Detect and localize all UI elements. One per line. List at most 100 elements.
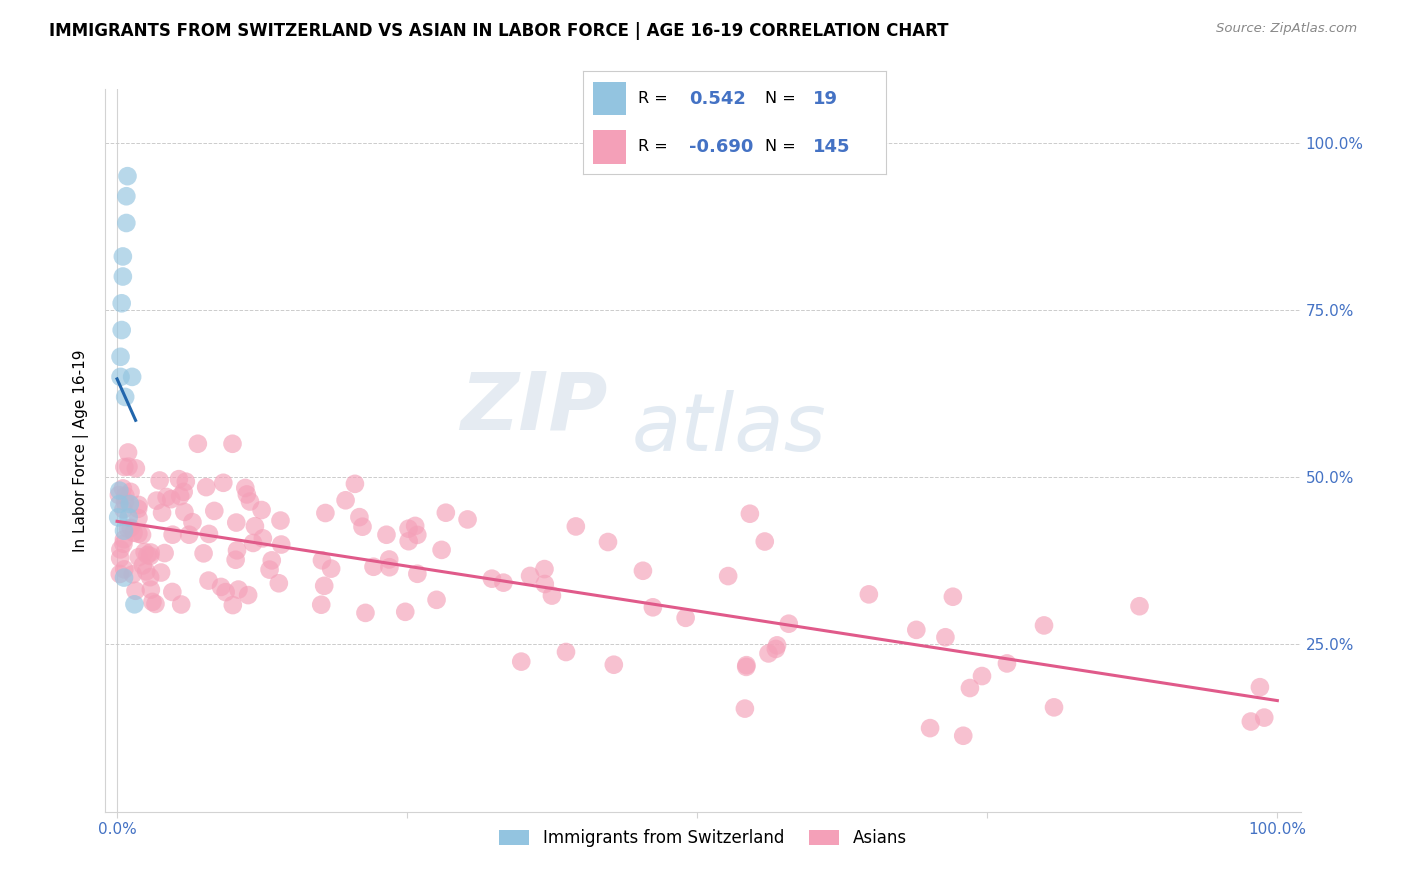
- Point: [117, 522, 139, 536]
- Point: [150, 566, 173, 580]
- Point: [1128, 599, 1150, 614]
- Point: [112, 502, 135, 516]
- Point: [394, 605, 416, 619]
- Point: [565, 519, 588, 533]
- Point: [430, 542, 453, 557]
- Text: IMMIGRANTS FROM SWITZERLAND VS ASIAN IN LABOR FORCE | AGE 16-19 CORRELATION CHAR: IMMIGRANTS FROM SWITZERLAND VS ASIAN IN …: [49, 22, 949, 40]
- Point: [457, 512, 479, 526]
- Point: [270, 537, 292, 551]
- Point: [145, 493, 167, 508]
- Point: [170, 598, 193, 612]
- Point: [110, 350, 132, 364]
- Legend: Immigrants from Switzerland, Asians: Immigrants from Switzerland, Asians: [492, 822, 914, 854]
- Text: N =: N =: [765, 91, 796, 106]
- Point: [149, 474, 172, 488]
- Point: [114, 494, 136, 508]
- Point: [114, 390, 136, 404]
- Point: [111, 296, 134, 310]
- Point: [115, 189, 138, 203]
- Point: [117, 445, 139, 459]
- Point: [108, 566, 131, 581]
- Text: atlas: atlas: [631, 390, 827, 467]
- Point: [193, 546, 215, 560]
- Point: [434, 506, 457, 520]
- Point: [112, 571, 135, 585]
- Point: [675, 611, 697, 625]
- Point: [404, 519, 426, 533]
- Point: [202, 504, 225, 518]
- Point: [108, 497, 131, 511]
- Point: [121, 369, 143, 384]
- Point: [541, 589, 564, 603]
- Point: [631, 564, 654, 578]
- Point: [510, 655, 533, 669]
- Point: [134, 545, 156, 559]
- Point: [225, 516, 247, 530]
- Text: R =: R =: [638, 91, 668, 106]
- Point: [187, 436, 209, 450]
- Point: [112, 524, 135, 538]
- Point: [406, 528, 429, 542]
- Point: [153, 546, 176, 560]
- Point: [398, 534, 420, 549]
- Point: [1033, 618, 1056, 632]
- Point: [136, 548, 159, 562]
- Point: [162, 527, 184, 541]
- Point: [269, 514, 291, 528]
- Point: [108, 483, 131, 498]
- Point: [311, 553, 333, 567]
- Point: [481, 572, 503, 586]
- Point: [209, 580, 232, 594]
- Point: [1249, 680, 1271, 694]
- Text: 0.542: 0.542: [689, 89, 747, 108]
- Point: [717, 569, 740, 583]
- Point: [233, 481, 256, 495]
- Point: [167, 472, 190, 486]
- Point: [641, 600, 664, 615]
- Point: [222, 598, 245, 612]
- Text: Source: ZipAtlas.com: Source: ZipAtlas.com: [1216, 22, 1357, 36]
- Text: -0.690: -0.690: [689, 137, 754, 156]
- Text: N =: N =: [765, 139, 796, 154]
- Point: [959, 681, 981, 695]
- Point: [112, 460, 135, 475]
- Point: [239, 494, 262, 508]
- Point: [765, 641, 787, 656]
- Point: [349, 510, 371, 524]
- Point: [970, 669, 993, 683]
- Point: [112, 562, 135, 576]
- Point: [195, 480, 218, 494]
- Point: [121, 567, 143, 582]
- Point: [139, 570, 162, 584]
- Point: [131, 528, 153, 542]
- Point: [174, 475, 197, 489]
- Point: [139, 582, 162, 597]
- Point: [112, 537, 135, 551]
- Point: [754, 534, 776, 549]
- Point: [335, 493, 357, 508]
- Point: [243, 519, 266, 533]
- Point: [160, 492, 183, 507]
- Point: [378, 552, 401, 566]
- Point: [533, 562, 555, 576]
- Point: [260, 553, 283, 567]
- Point: [173, 505, 195, 519]
- Point: [226, 543, 249, 558]
- Text: 145: 145: [813, 137, 851, 156]
- Point: [425, 592, 447, 607]
- Point: [127, 526, 149, 541]
- Point: [124, 598, 146, 612]
- Text: R =: R =: [638, 139, 668, 154]
- Point: [533, 577, 555, 591]
- Point: [766, 638, 789, 652]
- Point: [118, 497, 141, 511]
- Text: ZIP: ZIP: [460, 368, 607, 446]
- Point: [1240, 714, 1263, 729]
- Point: [120, 484, 142, 499]
- Point: [492, 575, 515, 590]
- Point: [162, 585, 184, 599]
- Point: [519, 569, 541, 583]
- Point: [111, 250, 134, 264]
- Point: [112, 533, 135, 547]
- Point: [197, 574, 219, 588]
